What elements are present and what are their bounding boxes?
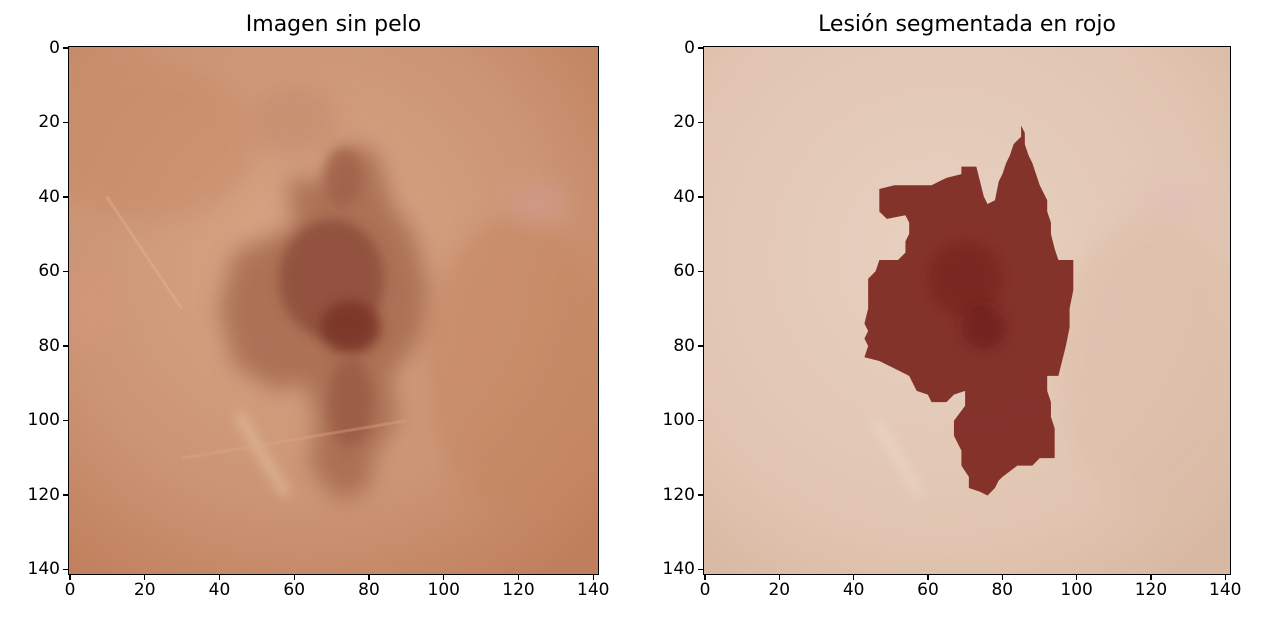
right-xtick-mark (853, 575, 855, 580)
right-xtick-mark (1150, 575, 1152, 580)
left-ytick-mark (63, 345, 68, 347)
right-xtick-label: 0 (699, 580, 711, 600)
right-xtick-label: 80 (991, 580, 1014, 600)
right-xtick-label: 120 (1134, 580, 1168, 600)
right-xtick-label: 40 (842, 580, 865, 600)
left-ytick-mark (63, 121, 68, 124)
left-ytick-mark (63, 419, 68, 422)
right-ytick-label: 120 (662, 484, 695, 505)
left-xtick-label: 40 (208, 580, 231, 600)
right-xtick-label: 100 (1060, 580, 1093, 600)
left-ytick-label: 120 (27, 484, 60, 505)
left-xtick-mark (592, 575, 594, 580)
right-xtick-mark (1224, 575, 1226, 580)
segmented-lesion-image-svg (704, 47, 1230, 574)
right-ytick-label: 80 (673, 335, 695, 356)
right-ytick-mark (698, 345, 703, 347)
right-ytick-mark (698, 568, 703, 570)
left-xtick-mark (368, 575, 370, 580)
left-ytick-mark (63, 568, 68, 570)
right-panel-title: Lesión segmentada en rojo (818, 12, 1116, 37)
right-ytick-mark (698, 47, 703, 49)
left-ytick-label: 140 (27, 559, 60, 580)
right-ytick-mark (698, 196, 703, 198)
right-ytick-label: 40 (673, 186, 695, 207)
right-xtick-mark (704, 575, 706, 580)
left-xtick-mark (517, 575, 520, 580)
left-ytick-label: 20 (38, 112, 60, 133)
right-xtick-mark (778, 575, 781, 580)
left-ytick-label: 80 (38, 335, 60, 356)
left-ytick-label: 100 (27, 410, 60, 431)
left-ytick-label: 0 (49, 38, 60, 58)
left-xtick-mark (218, 575, 221, 580)
left-xtick-label: 60 (283, 580, 306, 600)
left-panel-title: Imagen sin pelo (245, 12, 422, 37)
left-xtick-label: 100 (427, 580, 460, 600)
left-ytick-mark (63, 47, 68, 49)
left-xtick-label: 20 (133, 580, 156, 600)
hairless-skin-image (68, 46, 599, 575)
left-xtick-label: 0 (64, 580, 76, 600)
right-xtick-mark (1076, 575, 1078, 580)
right-ytick-label: 20 (673, 112, 695, 133)
right-xtick-mark (1001, 575, 1003, 580)
right-xtick-label: 60 (917, 580, 939, 600)
left-xtick-mark (69, 575, 71, 580)
right-ytick-label: 0 (684, 38, 695, 58)
right-xtick-mark (927, 575, 929, 580)
right-ytick-mark (698, 270, 703, 273)
right-ytick-label: 100 (662, 410, 695, 431)
left-ytick-mark (63, 494, 68, 496)
left-xtick-label: 120 (502, 580, 535, 600)
left-ytick-mark (63, 196, 68, 198)
right-xtick-label: 140 (1209, 580, 1242, 600)
left-ytick-mark (63, 270, 68, 273)
right-ytick-label: 60 (673, 261, 695, 282)
segmented-lesion-image (703, 46, 1231, 575)
right-xtick-label: 20 (768, 580, 791, 600)
left-xtick-mark (443, 575, 445, 580)
right-ytick-mark (698, 419, 703, 422)
left-ytick-label: 40 (38, 186, 60, 207)
left-xtick-mark (144, 575, 146, 580)
left-ytick-label: 60 (38, 261, 60, 282)
hairless-skin-image-svg (69, 47, 598, 574)
right-ytick-mark (698, 121, 703, 124)
left-xtick-label: 140 (577, 580, 610, 600)
right-ytick-mark (698, 494, 703, 496)
left-xtick-mark (293, 575, 295, 580)
left-xtick-label: 80 (358, 580, 380, 600)
right-ytick-label: 140 (662, 559, 695, 580)
